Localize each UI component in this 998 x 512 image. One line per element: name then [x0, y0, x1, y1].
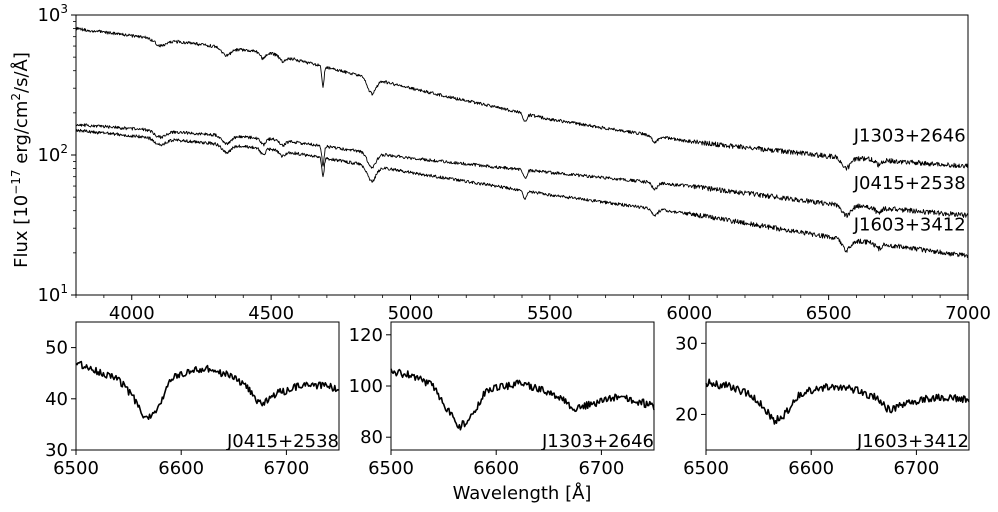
x-tick-label: 6700: [578, 458, 624, 479]
inset-panel-j1303: 6500 6600 6700 80 100 120 J1303+2646: [349, 321, 655, 479]
series-label: J1303+2646: [853, 125, 966, 146]
inset-spectrum-line: [705, 378, 970, 425]
x-tick-label: 4500: [248, 303, 294, 324]
spectrum-line-j0415-2538: [76, 123, 968, 218]
y-tick-label: 120: [349, 325, 383, 346]
x-tick-label: 5000: [388, 303, 434, 324]
inset-spectrum-line: [75, 360, 340, 420]
x-tick-label: 6000: [666, 303, 712, 324]
x-tick-label: 6500: [53, 458, 99, 479]
spectrum-line-j1603-3412: [76, 128, 968, 259]
x-tick-label: 6700: [893, 458, 939, 479]
y-tick-label: 40: [45, 389, 68, 410]
series-label: J1603+3412: [853, 214, 966, 235]
x-tick-label: 7000: [945, 303, 991, 324]
inset-annotation: J0415+2538: [226, 431, 339, 452]
x-axis-label: Wavelength [Å]: [453, 482, 592, 504]
x-tick-label: 4000: [109, 303, 155, 324]
main-axes-frame: [75, 14, 969, 296]
y-tick-label: 80: [360, 427, 383, 448]
x-tick-label: 6500: [806, 303, 852, 324]
y-tick-label: 50: [45, 338, 68, 359]
x-tick-label: 6500: [683, 458, 729, 479]
series-label: J0415+2538: [853, 173, 966, 194]
inset-annotation: J1603+3412: [856, 431, 969, 452]
inset-axes-frame: [705, 321, 970, 451]
x-tick-label: 6600: [473, 458, 519, 479]
x-tick-label: 6600: [158, 458, 204, 479]
spectrum-line-j1303-2646: [76, 26, 968, 171]
x-tick-label: 6700: [263, 458, 309, 479]
y-tick-label: 30: [45, 440, 68, 461]
y-tick-label: 100: [349, 376, 383, 397]
x-tick-label: 6600: [788, 458, 834, 479]
inset-panel-j0415: 6500 6600 6700 30 40 50 J0415+2538: [45, 321, 340, 479]
x-tick-label: 6500: [368, 458, 414, 479]
y-tick-label: 20: [675, 404, 698, 425]
y-tick-label: 101: [37, 282, 68, 306]
y-tick-label: 30: [675, 333, 698, 354]
main-spectrum-panel: J1303+2646 J0415+2538 J1603+3412 4000 4500 50…: [37, 2, 990, 324]
inset-annotation: J1303+2646: [541, 431, 654, 452]
y-axis-label: Flux [10−17 erg/cm2/s/Å]: [9, 52, 32, 268]
inset-spectrum-line: [390, 368, 655, 431]
y-tick-label: 103: [37, 2, 68, 26]
x-tick-label: 5500: [527, 303, 573, 324]
inset-axes-frame: [75, 321, 340, 451]
y-tick-label: 102: [37, 142, 68, 166]
inset-panel-j1603: 6500 6600 6700 20 30 J1603+3412: [675, 321, 970, 479]
